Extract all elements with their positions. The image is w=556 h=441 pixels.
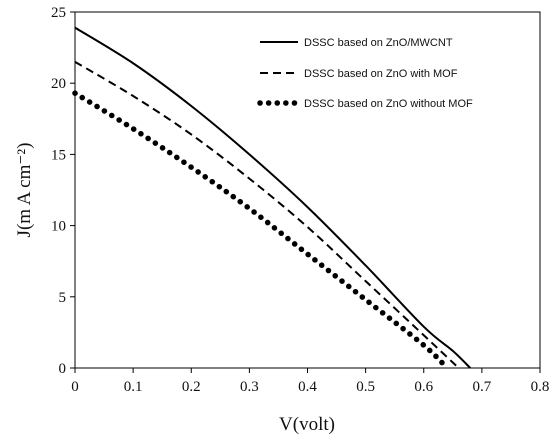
series-line-dotted: [72, 90, 450, 371]
y-tick-label: 5: [59, 290, 67, 306]
legend-label: DSSC based on ZnO/MWCNT: [304, 37, 453, 49]
x-tick-label: 0.3: [240, 379, 259, 395]
y-tick-label: 25: [51, 5, 66, 21]
y-axis-title: J(m A cm⁻²): [14, 143, 35, 238]
x-tick-label: 0.5: [356, 379, 375, 395]
legend-label: DSSC based on ZnO with MOF: [304, 68, 458, 80]
x-tick-label: 0.1: [124, 379, 143, 395]
legend-label: DSSC based on ZnO without MOF: [304, 98, 473, 110]
x-tick-label: 0.6: [414, 379, 433, 395]
x-tick-label: 0.8: [531, 379, 550, 395]
plot-area: [74, 11, 541, 369]
x-tick-label: 0.7: [473, 379, 492, 395]
x-tick-label: 0.2: [182, 379, 201, 395]
y-axis-ticks: 0 5 10 15 20 25: [51, 5, 75, 377]
series-line-solid: [74, 26, 471, 369]
y-tick-label: 0: [59, 361, 67, 377]
x-axis-title: V(volt): [279, 414, 335, 435]
series-lines: [72, 26, 471, 371]
y-tick-label: 10: [51, 219, 66, 235]
y-tick-label: 15: [51, 147, 66, 163]
x-tick-label: 0.4: [298, 379, 317, 395]
x-tick-label: 0: [71, 379, 79, 395]
series-line-dashed: [74, 60, 460, 369]
legend: DSSC based on ZnO/MWCNT DSSC based on ZnO…: [257, 37, 473, 110]
x-axis-ticks: 0 0.1 0.2 0.3 0.4 0.5 0.6 0.7 0.8: [71, 368, 549, 395]
y-tick-label: 20: [51, 76, 66, 92]
